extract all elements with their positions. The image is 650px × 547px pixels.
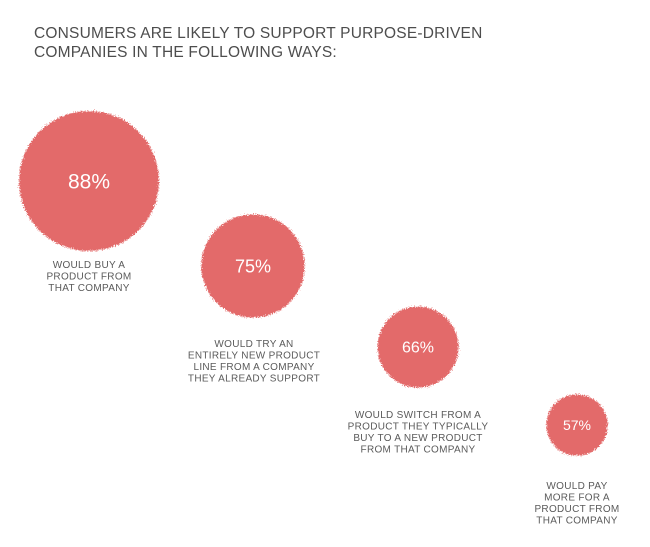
chart-title: CONSUMERS ARE LIKELY TO SUPPORT PURPOSE-… (34, 24, 554, 62)
bubble-label-4-line-3: PRODUCT FROM (534, 504, 619, 515)
bubble-label-1-line-2: PRODUCT FROM (46, 272, 131, 283)
bubble-label-4: WOULD PAY MORE FOR A PRODUCT FROM THAT COMP… (534, 481, 619, 527)
bubble-label-3-line-3: BUY TO A NEW PRODUCT (353, 433, 482, 444)
bubble-label-1-line-3: THAT COMPANY (48, 283, 129, 294)
bubble-label-2: WOULD TRY AN ENTIRELY NEW PRODUCT LINE FRO… (188, 339, 320, 385)
chart-title-line-1: CONSUMERS ARE LIKELY TO SUPPORT PURPOSE-… (34, 25, 483, 42)
bubble-label-3: WOULD SWITCH FROM A PRODUCT THEY TYPICALL… (348, 410, 489, 456)
bubble-label-2-line-1: WOULD TRY AN (214, 339, 293, 350)
bubble-value-2: 75% (235, 256, 271, 276)
bubble-label-3-line-2: PRODUCT THEY TYPICALLY (348, 422, 489, 433)
chart-title-line-2: COMPANIES IN THE FOLLOWING WAYS: (34, 44, 337, 61)
bubble-label-2-line-3: LINE FROM A COMPANY (193, 362, 314, 373)
bubble-label-4-line-4: THAT COMPANY (536, 516, 617, 527)
bubble-label-4-line-1: WOULD PAY (546, 481, 607, 492)
bubble-label-3-line-4: FROM THAT COMPANY (361, 445, 476, 456)
bubble-label-2-line-4: THEY ALREADY SUPPORT (188, 374, 320, 385)
bubble-label-4-line-2: MORE FOR A (544, 493, 610, 504)
bubble-value-4: 57% (563, 417, 591, 433)
bubble-label-2-line-2: ENTIRELY NEW PRODUCT (188, 351, 320, 362)
bubble-value-3: 66% (402, 340, 434, 357)
bubble-4 (546, 394, 608, 456)
bubble-group: 88%WOULD BUY A PRODUCT FROM THAT COMPANY75… (19, 111, 619, 527)
bubble-label-1-line-1: WOULD BUY A (53, 260, 126, 271)
bubble-1 (19, 111, 159, 251)
bubble-label-3-line-1: WOULD SWITCH FROM A (355, 410, 481, 421)
bubble-2 (201, 214, 305, 318)
bubble-value-1: 88% (68, 170, 110, 193)
bubble-label-1: WOULD BUY A PRODUCT FROM THAT COMPANY (46, 260, 131, 294)
bubble-3 (377, 306, 459, 388)
